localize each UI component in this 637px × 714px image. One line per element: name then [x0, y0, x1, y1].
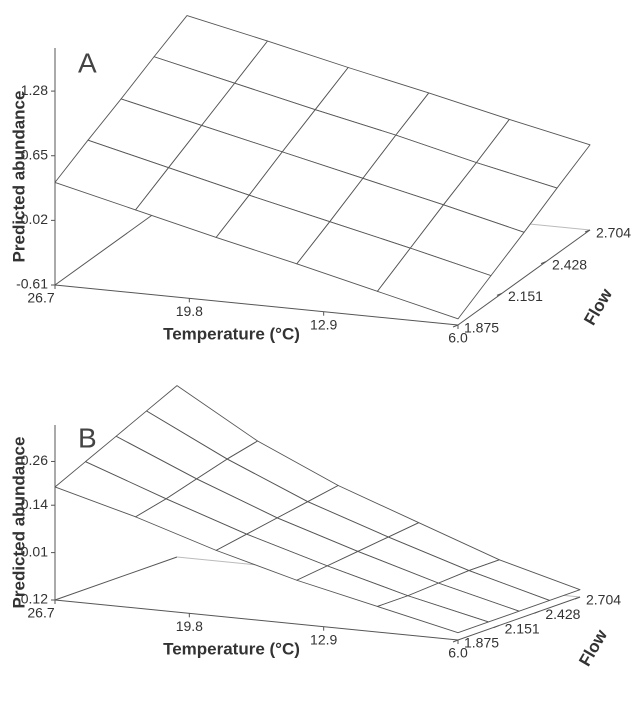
z-tick-label: 1.28 [21, 82, 48, 98]
y-tick-label: 2.704 [586, 592, 621, 608]
x-axis-title: Temperature (°C) [163, 639, 300, 658]
z-tick-label: -0.12 [16, 591, 48, 607]
y-tick [584, 229, 591, 233]
z-tick-label: 0.65 [21, 146, 48, 162]
x-tick-label: 12.9 [310, 631, 337, 647]
y-tick [452, 324, 459, 328]
z-tick-label: -0.61 [16, 276, 48, 292]
z-tick-label: 0.02 [21, 211, 48, 227]
panel-label: B [78, 422, 97, 453]
x-tick-label: 12.9 [310, 316, 337, 332]
temperature-axis [54, 599, 459, 641]
y-tick-label: 2.704 [596, 225, 631, 241]
surface-cell [376, 595, 489, 634]
y-tick [540, 261, 547, 265]
x-tick-label: 26.7 [27, 290, 54, 306]
z-tick-label: 0.14 [21, 496, 48, 512]
y-axis-title: Flow [580, 285, 616, 329]
y-tick [452, 639, 459, 643]
y-tick-label: 2.151 [505, 620, 540, 636]
y-tick [534, 610, 540, 614]
x-tick-label: 26.7 [27, 605, 54, 621]
y-axis-title: Flow [575, 626, 611, 670]
y-tick-label: 2.151 [508, 288, 543, 304]
floor-edge [54, 556, 178, 601]
y-tick [493, 625, 499, 629]
x-tick-label: 19.8 [176, 618, 203, 634]
x-tick-label: 19.8 [176, 303, 203, 319]
y-tick-label: 1.875 [464, 635, 499, 651]
temperature-axis [54, 284, 459, 326]
flow-axis [457, 596, 581, 641]
x-axis-title: Temperature (°C) [163, 324, 300, 343]
y-tick-label: 2.428 [545, 606, 580, 622]
y-tick [574, 596, 581, 600]
y-tick-label: 2.428 [552, 256, 587, 272]
z-tick-label: 0.26 [21, 452, 48, 468]
surface-cell [376, 247, 492, 320]
flow-axis [457, 229, 591, 326]
z-axis-title: Predicted abundance [9, 91, 28, 263]
y-tick [496, 292, 503, 296]
y-tick-label: 1.875 [464, 320, 499, 336]
panel-label: A [78, 47, 97, 78]
x-tick-label: 6.0 [448, 645, 468, 661]
x-tick-label: 6.0 [448, 330, 468, 346]
z-tick-label: 0.01 [21, 543, 48, 559]
z-axis-title: Predicted abundance [9, 437, 28, 609]
